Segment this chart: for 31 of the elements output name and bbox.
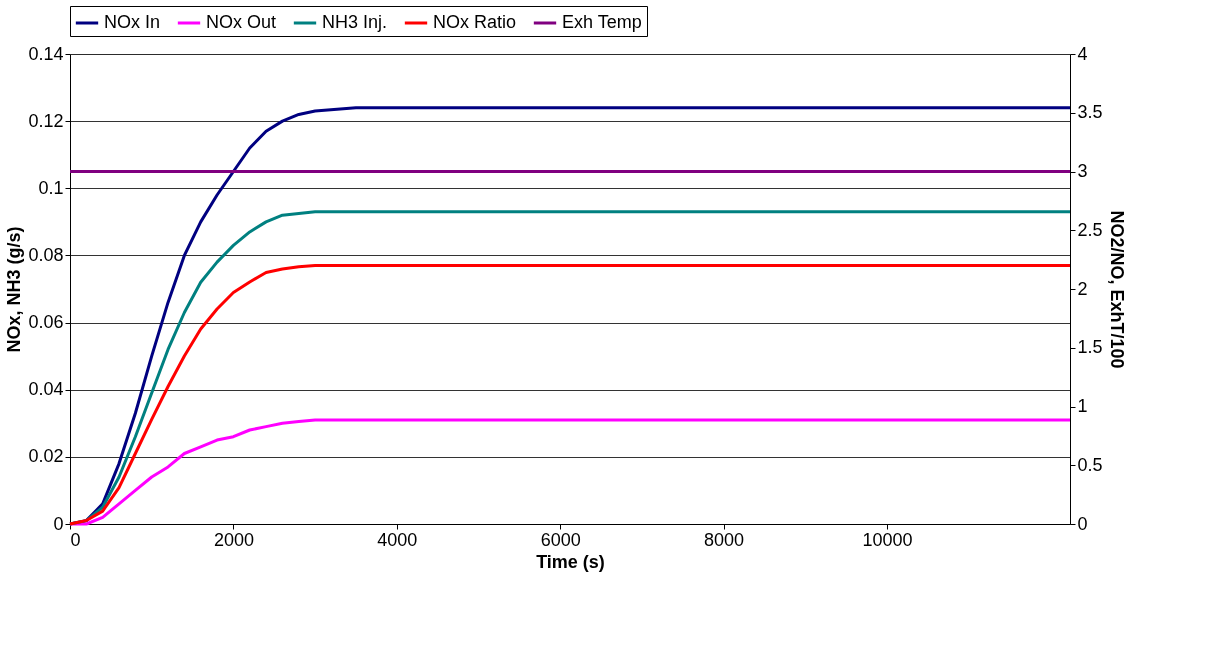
- x-tick-label: 6000: [540, 529, 581, 550]
- y-tick-label: 0.14: [28, 43, 64, 64]
- y2-tick-label: 2.5: [1077, 219, 1103, 240]
- y2-tick-label: 3.5: [1077, 102, 1103, 123]
- y-tick-label: 0.02: [28, 446, 64, 467]
- x-tick-label: 4000: [377, 529, 418, 550]
- legend-label: NOx In: [104, 12, 161, 32]
- y2-tick-label: 4: [1077, 43, 1088, 64]
- y2-tick-label: 0.5: [1077, 454, 1103, 475]
- legend-label: NOx Out: [206, 12, 277, 32]
- x-axis-title: Time (s): [536, 551, 605, 572]
- y2-tick-label: 2: [1077, 278, 1088, 299]
- legend-label: Exh Temp: [562, 12, 642, 32]
- legend-label: NOx Ratio: [433, 12, 517, 32]
- legend-label: NH3 Inj.: [322, 12, 388, 32]
- x-tick-label: 0: [70, 529, 81, 550]
- x-tick-label: 8000: [704, 529, 745, 550]
- y-tick-label: 0.12: [28, 110, 64, 131]
- y2-axis-title: NO2/NO, ExhT/100: [1106, 210, 1127, 369]
- y2-tick-label: 3: [1077, 161, 1088, 181]
- y-tick-label: 0: [53, 513, 64, 534]
- y-tick-label: 0.04: [28, 379, 64, 400]
- y2-tick-label: 0: [1077, 513, 1088, 534]
- x-tick-label: 10000: [862, 529, 913, 550]
- x-tick-label: 2000: [213, 529, 254, 550]
- y-tick-label: 0.1: [38, 177, 64, 198]
- y2-tick-label: 1.5: [1077, 337, 1103, 358]
- y-tick-label: 0.06: [28, 312, 64, 333]
- y-tick-label: 0.08: [28, 244, 64, 265]
- y2-tick-label: 1: [1077, 396, 1088, 416]
- y-axis-title: NOx, NH3 (g/s): [4, 226, 25, 353]
